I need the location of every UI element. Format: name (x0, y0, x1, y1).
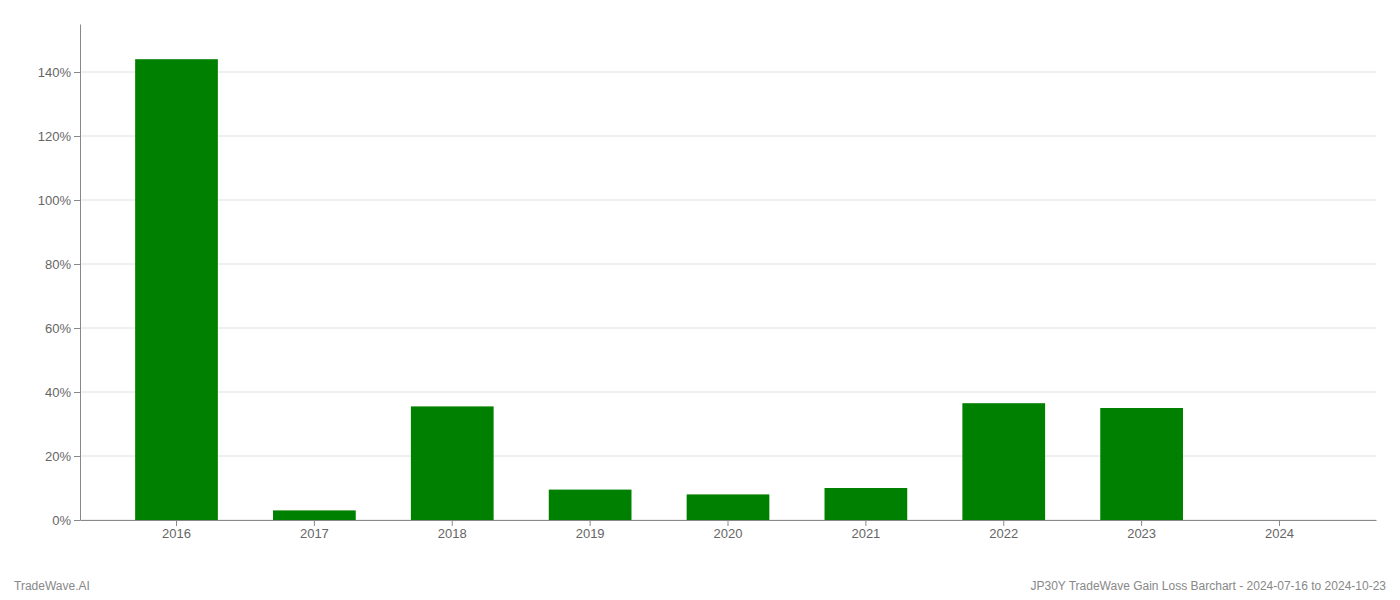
y-tick: 140% (38, 65, 80, 80)
footer-text: TradeWave.AI (14, 579, 90, 593)
y-tick-label: 140% (38, 65, 72, 80)
x-tick-label: 2023 (1127, 526, 1156, 541)
y-tick-label: 80% (45, 257, 71, 272)
x-tick-mark (865, 520, 866, 526)
y-tick: 100% (38, 193, 80, 208)
grid-line (80, 392, 1376, 393)
x-tick-label: 2019 (576, 526, 605, 541)
y-tick: 80% (45, 257, 80, 272)
x-tick-mark (590, 520, 591, 526)
y-tick: 60% (45, 321, 80, 336)
x-tick-mark (314, 520, 315, 526)
y-tick-label: 40% (45, 385, 71, 400)
bar (411, 406, 494, 520)
y-tick-mark (74, 520, 80, 521)
x-tick: 2020 (714, 520, 743, 541)
x-tick: 2024 (1265, 520, 1294, 541)
y-tick-label: 60% (45, 321, 71, 336)
x-tick-label: 2021 (851, 526, 880, 541)
chart: 2016 2017 2018 2019 2020 2021 2022 2023 2024 0% 20… (0, 0, 1400, 600)
y-tick: 120% (38, 129, 80, 144)
bar (825, 488, 908, 520)
x-tick: 2018 (438, 520, 467, 541)
y-tick-label: 20% (45, 449, 71, 464)
y-axis-line (80, 25, 81, 521)
y-tick-mark (74, 72, 80, 73)
footer-text: JP30Y TradeWave Gain Loss Barchart - 202… (1030, 579, 1386, 593)
bar (1100, 408, 1183, 520)
bar (135, 59, 218, 520)
x-tick-label: 2016 (162, 526, 191, 541)
bar (962, 403, 1045, 520)
x-tick-label: 2022 (989, 526, 1018, 541)
y-tick-mark (74, 200, 80, 201)
bar (549, 490, 632, 520)
bar (1238, 520, 1321, 521)
y-axis: 0% 20% 40% 60% 80% 100% 120% 140% (38, 25, 81, 528)
y-tick-mark (74, 392, 80, 393)
bar (273, 510, 356, 520)
x-tick: 2022 (989, 520, 1018, 541)
y-tick-mark (74, 456, 80, 457)
y-tick-label: 100% (38, 193, 72, 208)
grid-line (80, 328, 1376, 329)
y-tick-mark (74, 328, 80, 329)
x-tick-mark (176, 520, 177, 526)
x-tick-mark (1279, 520, 1280, 526)
y-tick: 20% (45, 449, 80, 464)
grid (80, 72, 1376, 520)
bars (135, 59, 1183, 520)
x-tick-mark (1003, 520, 1004, 526)
x-tick-mark (452, 520, 453, 526)
y-tick: 40% (45, 385, 80, 400)
x-axis: 2016 2017 2018 2019 2020 2021 2022 2023 2024 (81, 520, 1377, 541)
x-tick-label: 2018 (438, 526, 467, 541)
x-tick-label: 2024 (1265, 526, 1294, 541)
y-tick-label: 120% (38, 129, 72, 144)
grid-line (80, 72, 1376, 73)
x-tick: 2023 (1127, 520, 1156, 541)
y-tick-label: 0% (52, 513, 71, 528)
bar (687, 494, 770, 520)
y-tick-mark (74, 136, 80, 137)
y-tick-mark (74, 264, 80, 265)
grid-line (80, 200, 1376, 201)
grid-line (80, 264, 1376, 265)
y-tick: 0% (52, 513, 80, 528)
x-tick-mark (728, 520, 729, 526)
x-tick: 2016 (162, 520, 191, 541)
x-tick: 2017 (300, 520, 329, 541)
grid-line (80, 136, 1376, 137)
x-tick-label: 2017 (300, 526, 329, 541)
x-tick-mark (1141, 520, 1142, 526)
footer: TradeWave.AI JP30Y TradeWave Gain Loss Ba… (14, 579, 1386, 593)
x-tick: 2019 (576, 520, 605, 541)
x-tick-label: 2020 (714, 526, 743, 541)
x-tick: 2021 (851, 520, 880, 541)
